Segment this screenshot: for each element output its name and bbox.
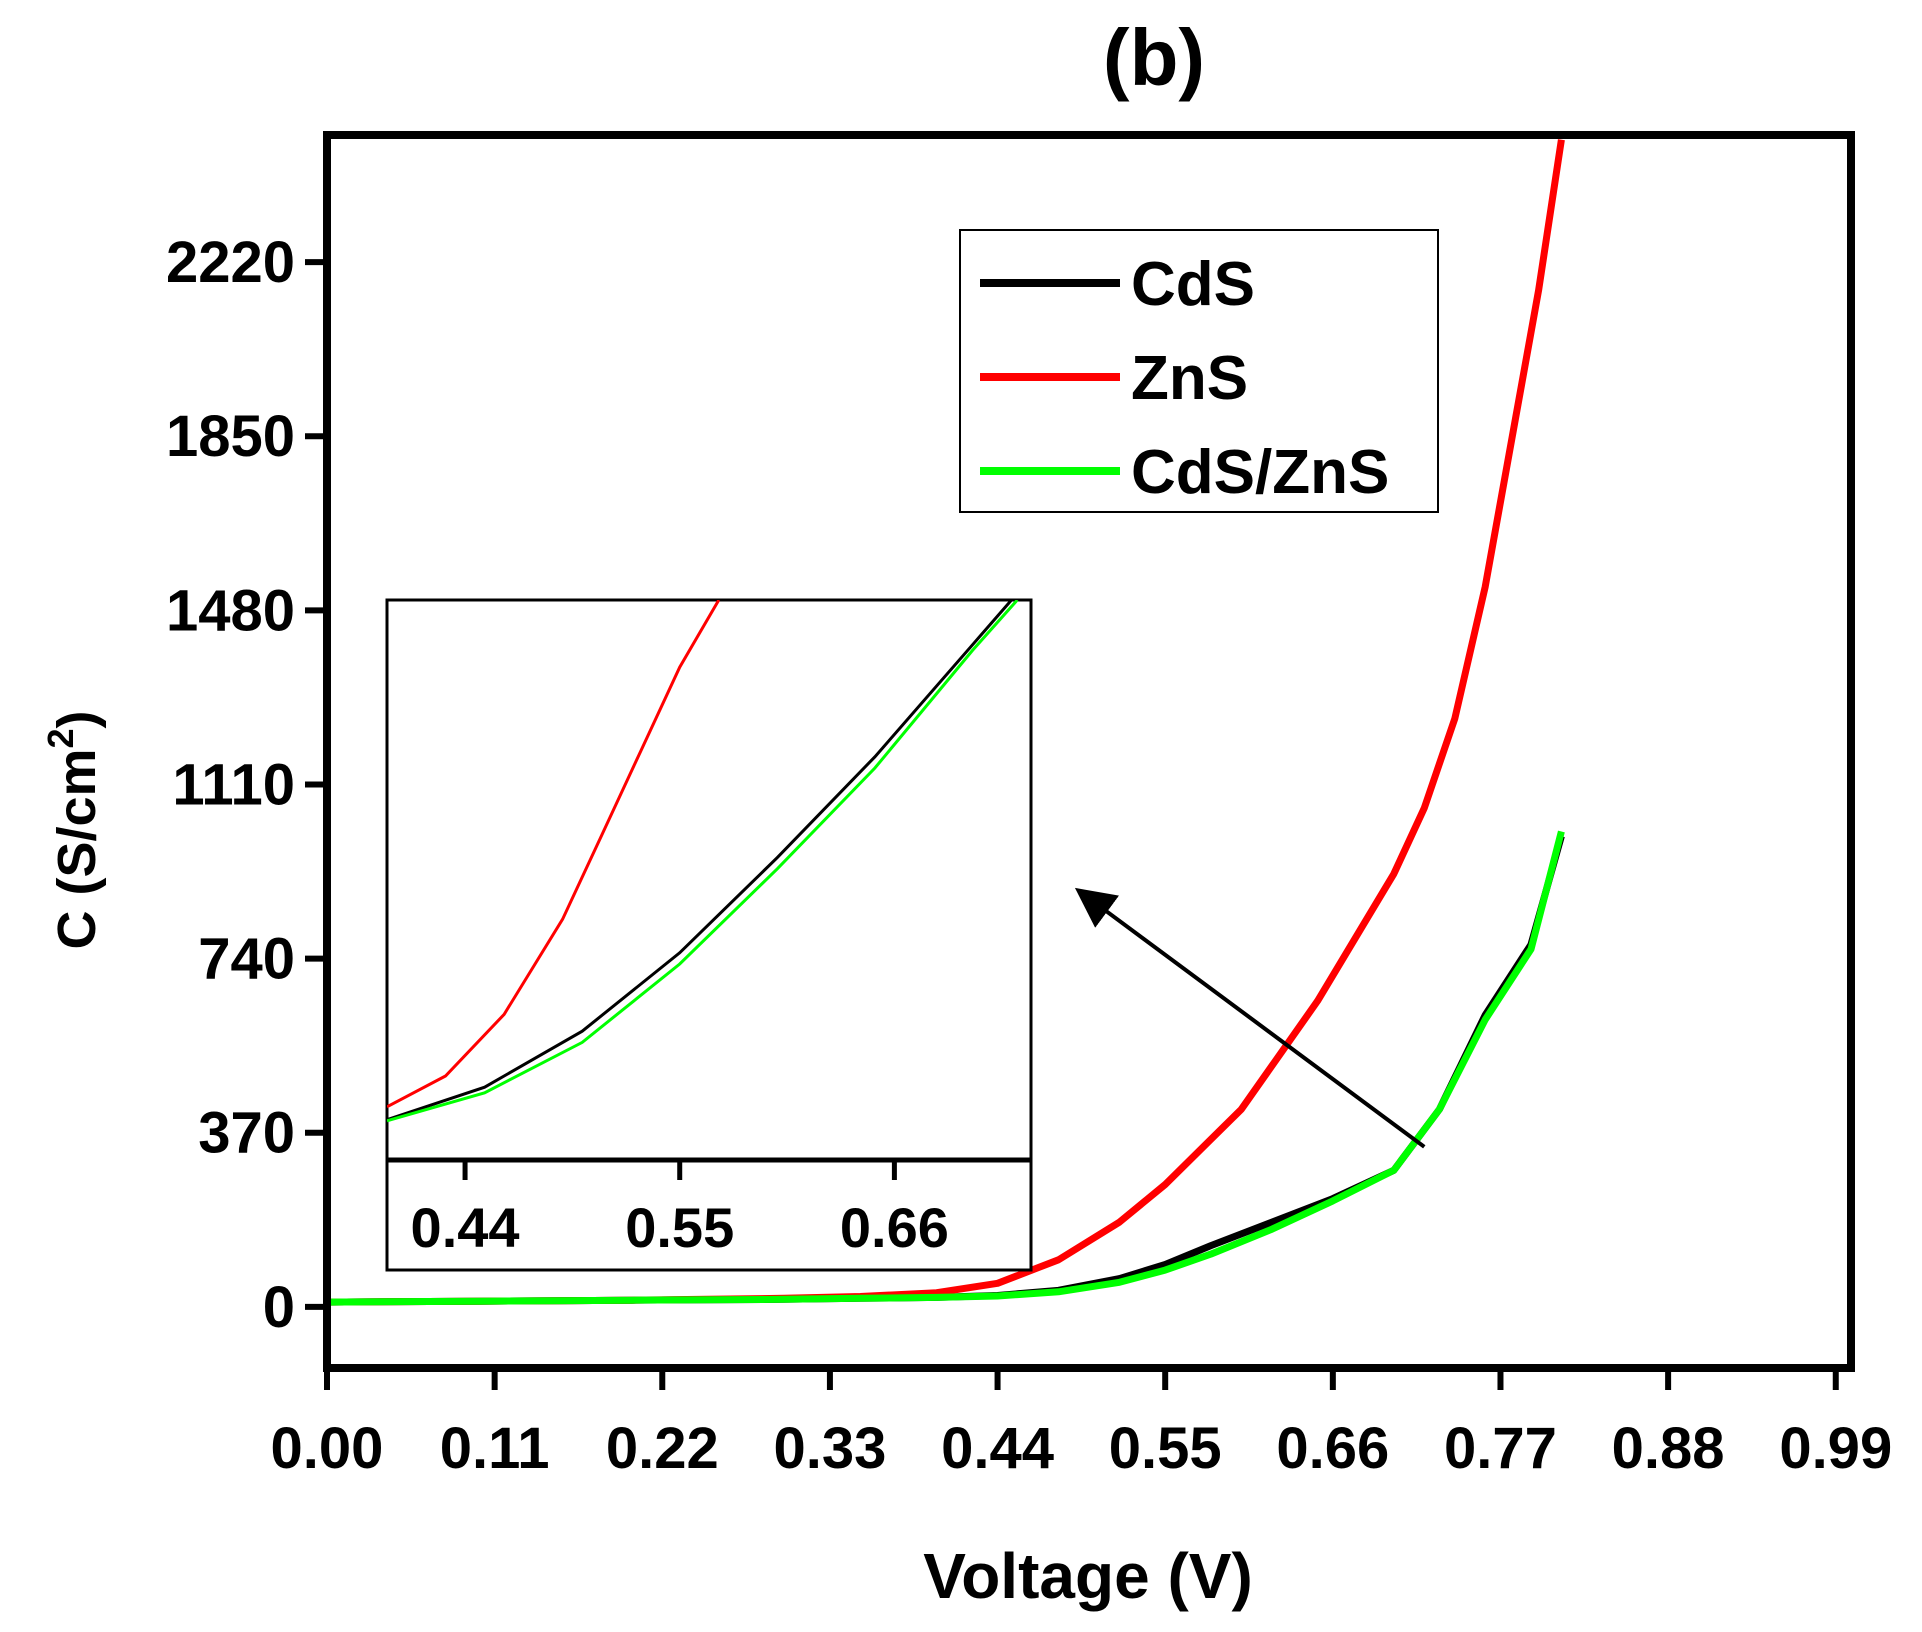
inset-line-cds (387, 600, 1013, 1122)
legend-label-zns: ZnS (1131, 344, 1248, 413)
inset-line-zns (387, 600, 721, 1109)
y-tick-label: 0 (263, 1275, 295, 1340)
main-series-group (327, 139, 1565, 1306)
inset-ticks-group: 0.44 0.55 0.66 (411, 1160, 949, 1259)
x-tick-label: 0.33 (773, 1416, 886, 1481)
y-tick-label: 370 (198, 1101, 295, 1166)
plot-frame (323, 131, 1855, 1372)
y-tick-label: 2220 (166, 230, 295, 295)
x-tick-label: 0.66 (1276, 1416, 1389, 1481)
y-tick-label: 1850 (166, 404, 295, 469)
main-ticks-group: 0.00 0.11 0.22 0.33 0.44 0.55 0.66 0.77 0.88 0.99… (166, 230, 1892, 1481)
inset-x-tick-label: 0.66 (840, 1196, 949, 1259)
x-tick-label: 0.11 (440, 1416, 550, 1481)
inset-line-cds-zns (387, 600, 1019, 1123)
inset-x-tick-label: 0.55 (625, 1196, 734, 1259)
x-tick-label: 0.77 (1444, 1416, 1557, 1481)
y-axis-label: C (S/cm2) (40, 710, 107, 949)
x-tick-label: 0.00 (271, 1416, 384, 1481)
x-axis-label: Voltage (V) (923, 1540, 1253, 1612)
y-tick-label: 1480 (166, 578, 295, 643)
chart-title: (b) (1103, 13, 1205, 102)
y-tick-label: 740 (198, 927, 295, 992)
legend-label-cds-zns: CdS/ZnS (1131, 438, 1389, 507)
y-tick-label: 1110 (172, 752, 295, 817)
inset-x-tick-label: 0.44 (411, 1196, 520, 1259)
annotation-arrow (1074, 887, 1426, 1149)
x-tick-label: 0.99 (1779, 1416, 1892, 1481)
legend-box (959, 229, 1439, 513)
legend-label-cds: CdS (1131, 250, 1255, 319)
x-tick-label: 0.88 (1612, 1416, 1725, 1481)
inset-series-group (387, 600, 1019, 1123)
x-tick-label: 0.55 (1109, 1416, 1222, 1481)
series-line-cds-zns (327, 830, 1565, 1306)
x-tick-label: 0.44 (941, 1416, 1054, 1481)
legend-entries: CdS ZnS CdS/ZnS (980, 250, 1389, 507)
x-tick-label: 0.22 (606, 1416, 719, 1481)
legend: CdS ZnS CdS/ZnS (959, 229, 1439, 513)
